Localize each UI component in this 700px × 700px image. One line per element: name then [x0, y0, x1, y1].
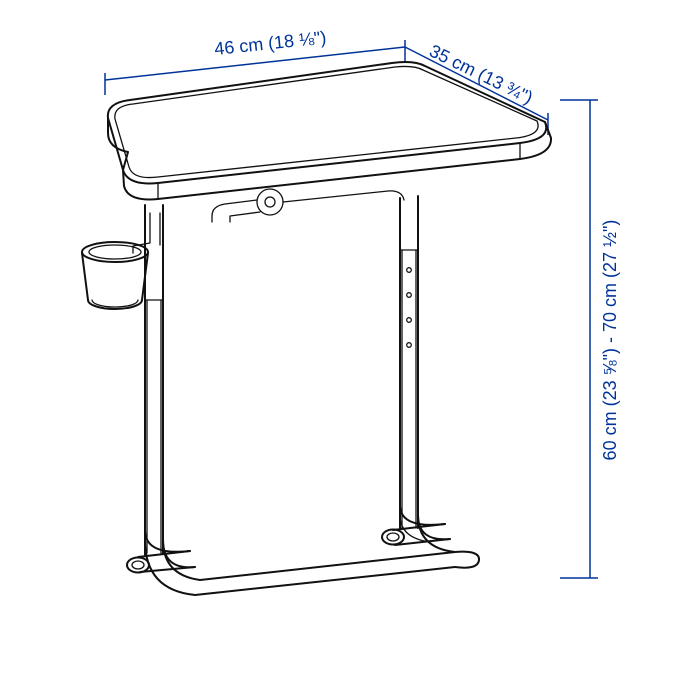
dimension-width-label: 46 cm (18 ⅛"): [213, 27, 327, 59]
product-dimension-diagram: 46 cm (18 ⅛") 35 cm (13 ¾") 60 cm (23 ⅝"…: [0, 0, 700, 700]
dimension-height: 60 cm (23 ⅝") - 70 cm (27 ½"): [560, 100, 620, 578]
base: [127, 505, 479, 595]
tilt-hinge: [212, 189, 404, 222]
dimension-width: 46 cm (18 ⅛"): [105, 27, 405, 95]
dimension-depth: 35 cm (13 ¾"): [405, 41, 548, 135]
legs: [145, 196, 418, 556]
dimension-height-label: 60 cm (23 ⅝") - 70 cm (27 ½"): [600, 220, 620, 461]
cup-holder: [82, 213, 160, 309]
